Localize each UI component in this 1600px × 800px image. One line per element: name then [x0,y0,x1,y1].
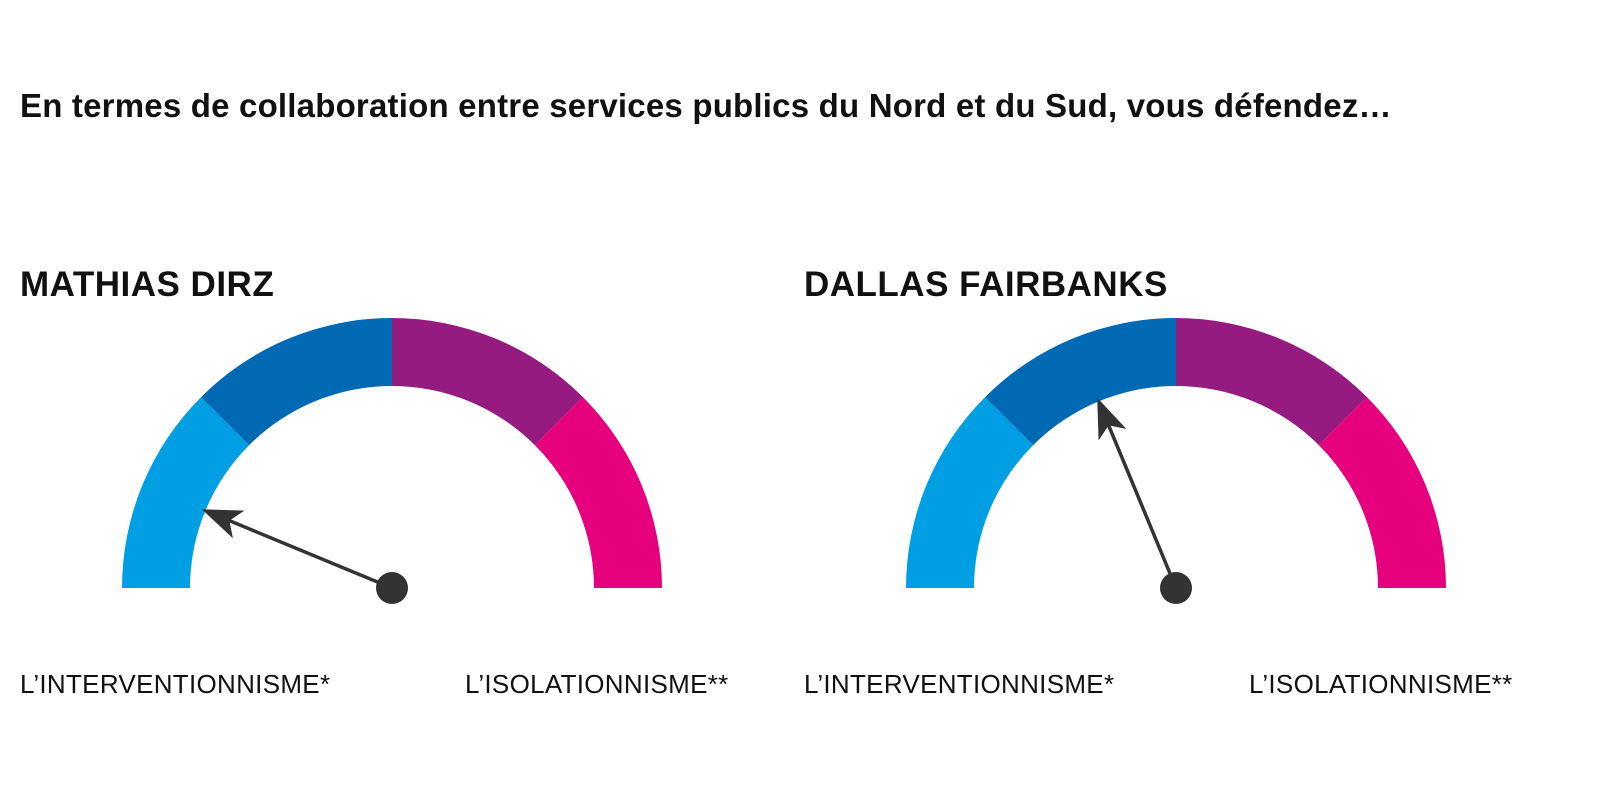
gauge-needle-arrowhead [201,509,245,539]
question-title: En termes de collaboration entre service… [20,87,1392,124]
gauge-chart-mathias-dirz [122,318,662,604]
gauge-segment-3 [392,318,583,446]
gauge-needle-arrowhead [1097,397,1127,441]
gauge-panel-dallas-fairbanks: DALLAS FAIRBANKS L’INTERVENTIONNISME* L’… [804,255,1584,725]
candidate-name: MATHIAS DIRZ [20,265,275,304]
gauge-needle-line [227,518,394,590]
gauge-needle-pivot [376,572,408,604]
gauge-panel-mathias-dirz: MATHIAS DIRZ L’INTERVENTIONNISME* L’ISOL… [20,255,800,725]
scale-label-interventionnisme: L’INTERVENTIONNISME* [20,669,331,699]
gauge-segment-2 [985,318,1176,446]
scale-label-interventionnisme: L’INTERVENTIONNISME* [804,669,1115,699]
gauge-segment-4 [1318,397,1446,588]
gauge-segment-3 [1176,318,1367,446]
gauge-needle-pivot [1160,572,1192,604]
gauge-segment-4 [534,397,662,588]
gauge-segment-2 [201,318,392,446]
gauge-chart-dallas-fairbanks [906,318,1446,604]
candidate-name: DALLAS FAIRBANKS [804,265,1168,304]
scale-label-isolationnisme: L’ISOLATIONNISME** [465,669,729,699]
gauge-needle-line [1106,423,1178,590]
gauge-segment-1 [906,397,1034,588]
gauge-segment-1 [122,397,250,588]
scale-label-isolationnisme: L’ISOLATIONNISME** [1249,669,1513,699]
